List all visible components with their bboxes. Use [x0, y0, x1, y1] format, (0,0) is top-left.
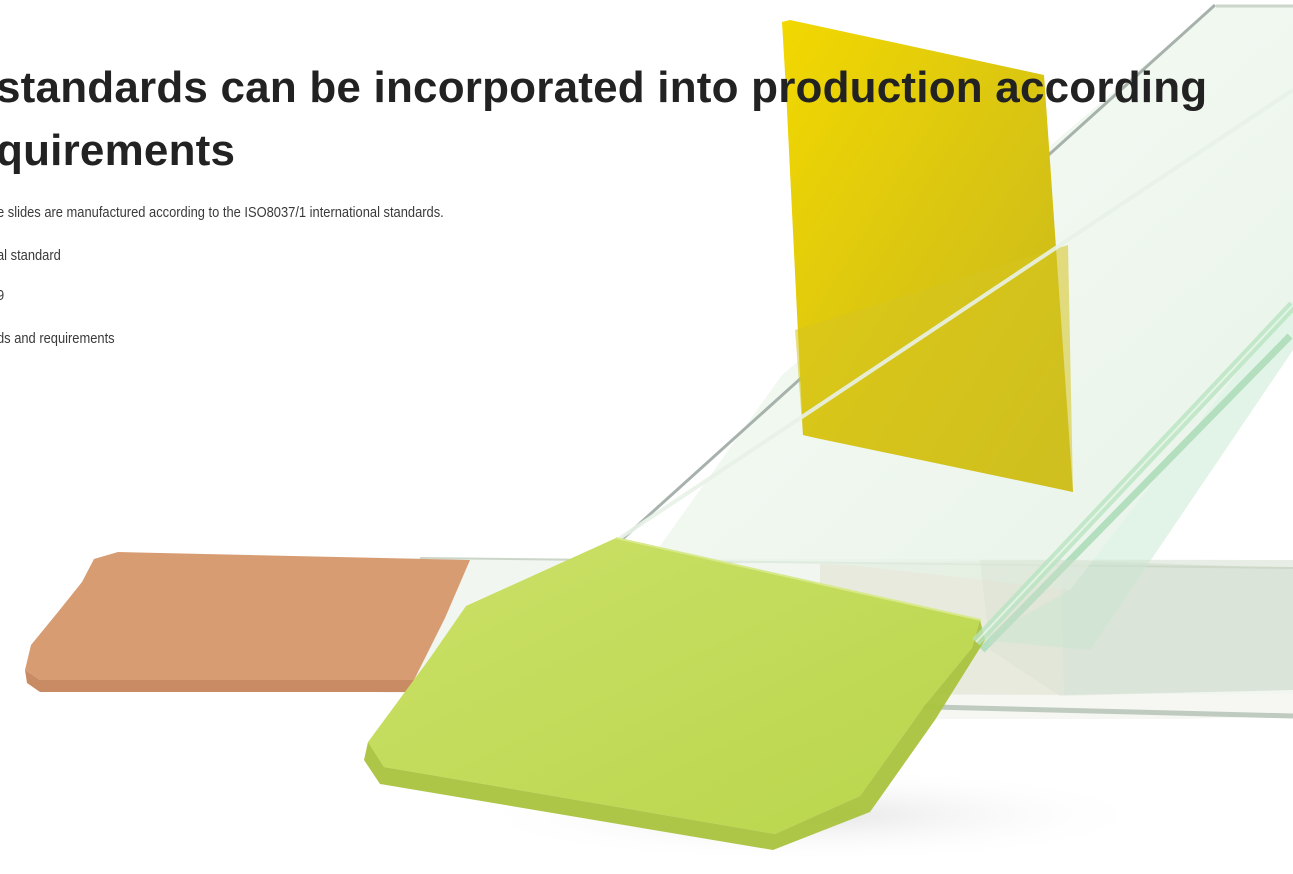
headline-line-2: quirements	[0, 126, 236, 175]
description-line-3: 9	[0, 288, 4, 303]
peach-slide-label	[25, 552, 470, 692]
description-line-1: e slides are manufactured according to t…	[0, 204, 444, 221]
glass-edge-highlight	[972, 301, 1293, 646]
green-slide-label	[364, 537, 985, 850]
description-line-2: al standard	[0, 247, 61, 264]
lower-glass-overlay	[618, 88, 1293, 696]
headline-line-1: standards can be incorporated into produ…	[0, 63, 1208, 112]
yellow-slide-label	[782, 20, 1073, 492]
description-line-4: ds and requirements	[0, 330, 115, 347]
